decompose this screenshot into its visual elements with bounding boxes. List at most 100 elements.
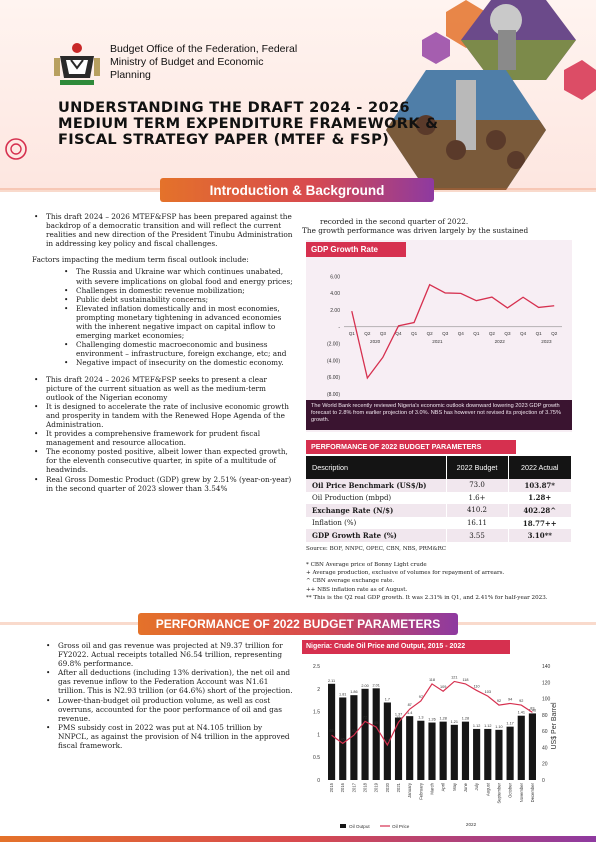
list-item: After all deductions (including 13% deri… <box>44 668 294 695</box>
line-data-label: 94 <box>508 697 512 701</box>
intro-column: This draft 2024 – 2026 MTEF&FSP has been… <box>32 212 294 493</box>
x-tick-label: Q3 <box>380 331 387 336</box>
list-item: The Russia and Ukraine war which continu… <box>64 267 294 285</box>
bar-data-label: 1.37 <box>395 713 402 717</box>
table-cell: 16.11 <box>446 516 509 530</box>
intro-points: This draft 2024 – 2026 MTEF&FSP seeks to… <box>32 375 294 493</box>
bar-data-label: 1.46 <box>529 708 536 712</box>
bar-oil-output <box>439 721 447 780</box>
bar-data-label: 1.81 <box>339 692 346 696</box>
table-cell: Inflation (%) <box>306 516 447 530</box>
x-tick-label: 2021 <box>396 782 401 792</box>
legend-label: Oil Output <box>349 824 370 829</box>
x-tick-label: 2018 <box>363 782 368 792</box>
table-cell: 1.28+ <box>508 491 572 505</box>
table-row: GDP Growth Rate (%) 3.55 3.10** <box>306 529 572 542</box>
legend-label: Oil Price <box>392 824 410 829</box>
x-tick-label: 2015 <box>329 782 334 792</box>
list-item: Challenges in domestic revenue mobilizat… <box>64 286 294 295</box>
footnote: * CBN Average price of Bonny Light crude <box>306 562 427 568</box>
x-tick-label: Q2 <box>364 331 371 336</box>
intro-paragraph: This draft 2024 – 2026 MTEF&FSP has been… <box>32 212 294 248</box>
bar-oil-output <box>417 720 425 780</box>
column-header: Description <box>306 456 447 479</box>
y-tick-label: 2.00 <box>330 308 340 314</box>
x-tick-label: Q2 <box>551 331 558 336</box>
footnote: ^ CBN average exchange rate. <box>306 578 395 585</box>
x-tick-label: Q1 <box>411 331 418 336</box>
bar-data-label: 2.00 <box>361 684 368 688</box>
gdp-chart-note: The World Bank recently reviewed Nigeria… <box>306 400 572 430</box>
left-tick-label: 0 <box>317 778 320 784</box>
bar-oil-output <box>339 697 347 780</box>
oil-chart-panel: Nigeria: Crude Oil Price and Output, 201… <box>302 640 560 830</box>
bar-oil-output <box>406 716 414 780</box>
factors-lead: Factors impacting the medium term fiscal… <box>32 255 249 265</box>
bar-data-label: 1.17 <box>506 722 513 726</box>
column-header: 2022 Budget <box>446 456 509 479</box>
list-item: Public debt sustainability concerns; <box>64 295 294 304</box>
gdp-chart-title: GDP Growth Rate <box>306 242 406 257</box>
line-data-label: 83 <box>530 706 534 710</box>
x-tick-label: Q4 <box>458 331 465 336</box>
bar-data-label: 1.12 <box>473 724 480 728</box>
section-title-performance: PERFORMANCE OF 2022 BUDGET PARAMETERS <box>138 613 458 635</box>
column-header: 2022 Actual <box>508 456 572 479</box>
y-tick-label: 6.00 <box>330 274 340 280</box>
continued-line-2: The growth performance was driven largel… <box>302 226 529 236</box>
line-data-label: 43 <box>385 739 389 743</box>
x-year-label: 2022 <box>495 339 506 344</box>
performance-table: Description 2022 Budget 2022 Actual Oil … <box>306 456 572 542</box>
x-year-label: 2020 <box>370 339 381 344</box>
bar-data-label: 1.21 <box>451 720 458 724</box>
header: Budget Office of the Federation, Federal… <box>0 0 596 190</box>
line-data-label: 97 <box>419 695 423 699</box>
x-tick-label: Q3 <box>442 331 449 336</box>
x-tick-label: June <box>463 782 468 792</box>
gdp-growth-line <box>351 283 555 380</box>
x-tick-label: Q4 <box>520 331 527 336</box>
table-cell: 103.87* <box>508 479 572 492</box>
line-data-label: 103 <box>485 690 491 694</box>
seal-icon <box>5 138 27 160</box>
list-item: Negative impact of insecurity on the dom… <box>64 358 294 367</box>
x-tick-label: Q2 <box>427 331 434 336</box>
x-group-label: 2022 <box>466 822 477 827</box>
right-tick-label: 140 <box>542 664 551 670</box>
performance-points: Gross oil and gas revenue was projected … <box>44 641 294 750</box>
table-cell: 3.10** <box>508 529 572 542</box>
x-tick-label: Q3 <box>504 331 511 336</box>
x-year-label: 2023 <box>541 339 552 344</box>
line-data-label: 55 <box>329 729 333 733</box>
left-tick-label: 1 <box>317 732 320 738</box>
bar-oil-output <box>428 722 436 780</box>
bar-oil-output <box>361 688 369 780</box>
right-tick-label: 120 <box>542 680 551 686</box>
line-data-label: 55 <box>352 729 356 733</box>
x-tick-label: Q1 <box>473 331 480 336</box>
table-row: Inflation (%) 16.11 18.77++ <box>306 516 572 530</box>
table-row: Exchange Rate (N/$) 410.2 402.28^ <box>306 504 572 517</box>
bar-oil-output <box>394 717 403 780</box>
list-item: Elevated inflation domestically and in m… <box>64 304 294 340</box>
footnote: + Average production, exclusive of volum… <box>306 570 505 577</box>
right-tick-label: 60 <box>542 729 548 735</box>
table-cell: 402.28^ <box>508 504 572 517</box>
bar-oil-output <box>506 726 514 780</box>
bar-data-label: 1.26 <box>428 718 435 722</box>
x-tick-label: 2020 <box>385 782 390 792</box>
agency-name: Budget Office of the Federation, Federal… <box>110 43 298 81</box>
x-tick-label: October <box>508 782 513 798</box>
list-item: It provides a comprehensive framework fo… <box>32 429 294 447</box>
line-data-label: 121 <box>451 675 457 679</box>
x-tick-label: Q1 <box>536 331 543 336</box>
continued-line: recorded in the second quarter of 2022. <box>320 217 469 226</box>
bar-oil-output <box>484 728 492 780</box>
table-cell: 410.2 <box>446 504 509 517</box>
x-tick-label: November <box>519 782 524 802</box>
intro-continued: recorded in the second quarter of 2022. … <box>302 217 572 235</box>
bar-oil-output <box>350 695 358 780</box>
line-data-label: 118 <box>462 678 468 682</box>
line-data-label: 110 <box>474 684 480 688</box>
bar-oil-output <box>517 715 525 780</box>
